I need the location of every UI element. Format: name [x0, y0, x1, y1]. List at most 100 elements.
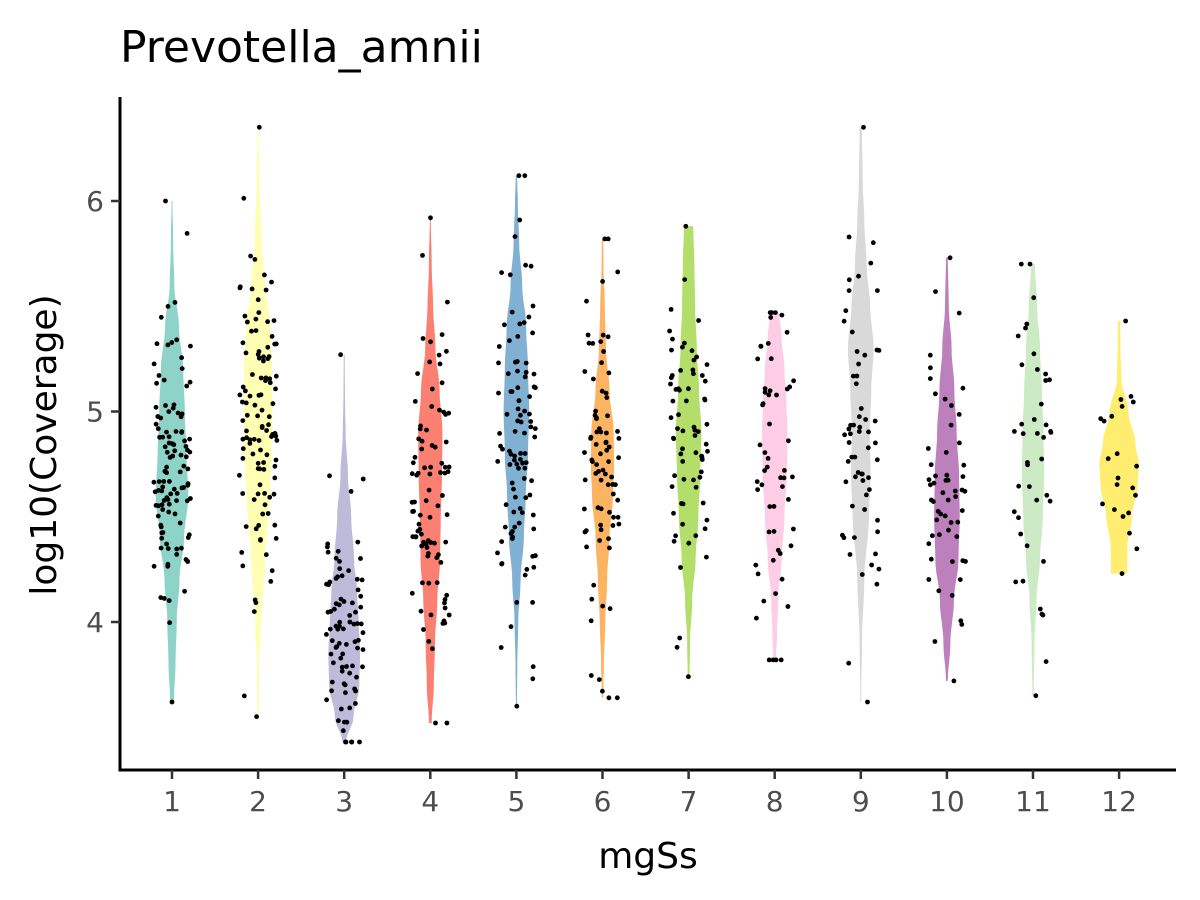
- x-tick-label: 11: [1015, 785, 1051, 818]
- data-point: [179, 430, 185, 435]
- data-point: [600, 332, 606, 338]
- data-point: [598, 429, 604, 435]
- data-point: [360, 630, 366, 636]
- data-point: [353, 701, 358, 706]
- data-point: [440, 493, 445, 498]
- data-point: [670, 398, 676, 404]
- data-point: [1100, 501, 1105, 507]
- data-point: [523, 360, 529, 366]
- data-point: [512, 429, 518, 434]
- data-point: [247, 393, 253, 399]
- data-point: [496, 390, 501, 396]
- data-point: [332, 606, 337, 612]
- data-point: [704, 362, 710, 367]
- data-point: [409, 590, 415, 596]
- violin-11: [1021, 264, 1045, 696]
- data-point: [337, 566, 343, 572]
- data-point: [1133, 492, 1138, 498]
- data-point: [1018, 261, 1024, 267]
- data-point: [604, 430, 609, 436]
- data-point: [600, 603, 606, 609]
- data-point: [766, 529, 772, 535]
- data-point: [443, 539, 449, 545]
- data-point: [267, 376, 273, 382]
- x-tick-label: 10: [929, 785, 965, 818]
- data-point: [436, 552, 441, 558]
- data-point: [256, 438, 262, 443]
- data-point: [158, 524, 164, 530]
- data-point: [849, 454, 855, 460]
- data-point: [264, 428, 269, 433]
- data-point: [437, 407, 442, 413]
- data-point: [588, 618, 594, 624]
- data-point: [508, 451, 514, 457]
- data-point: [265, 511, 271, 516]
- data-point: [263, 287, 269, 293]
- data-point: [178, 414, 184, 420]
- data-point: [267, 380, 273, 386]
- data-point: [686, 386, 691, 392]
- data-point: [864, 492, 869, 498]
- data-point: [337, 559, 342, 564]
- data-point: [521, 320, 527, 325]
- data-point: [433, 720, 438, 726]
- data-point: [360, 664, 365, 670]
- data-point: [179, 366, 185, 371]
- data-point: [256, 392, 262, 398]
- data-point: [1019, 362, 1025, 368]
- data-point: [754, 479, 760, 484]
- data-point: [597, 538, 602, 543]
- data-point: [269, 334, 275, 339]
- data-point: [867, 487, 872, 492]
- data-point: [610, 482, 616, 487]
- data-point: [510, 534, 515, 540]
- data-point: [1016, 483, 1022, 489]
- data-point: [504, 411, 510, 417]
- data-point: [347, 670, 353, 676]
- data-point: [590, 341, 596, 346]
- data-point: [598, 527, 604, 533]
- data-point: [154, 380, 160, 386]
- data-point: [515, 334, 521, 339]
- data-point: [427, 514, 433, 520]
- data-point: [843, 308, 849, 314]
- data-point: [695, 429, 701, 434]
- data-point: [676, 386, 681, 392]
- data-point: [174, 546, 180, 552]
- data-point: [244, 428, 249, 434]
- data-point: [350, 600, 355, 606]
- data-point: [516, 520, 522, 526]
- data-point: [1013, 579, 1019, 585]
- data-point: [259, 425, 265, 430]
- data-point: [413, 534, 419, 540]
- data-point: [240, 563, 246, 569]
- data-point: [273, 373, 279, 379]
- data-point: [324, 581, 329, 587]
- data-point: [693, 450, 699, 456]
- data-point: [606, 695, 612, 701]
- data-point: [850, 373, 856, 379]
- data-point: [507, 338, 512, 343]
- y-axis-ticks: 4 5 6: [86, 185, 120, 639]
- data-point: [616, 436, 622, 441]
- data-point: [240, 384, 246, 390]
- data-point: [600, 467, 606, 473]
- data-point: [671, 436, 677, 442]
- data-point: [773, 310, 778, 315]
- data-point: [517, 217, 523, 223]
- data-point: [418, 608, 424, 614]
- data-point: [164, 464, 170, 470]
- data-point: [522, 173, 528, 179]
- data-point: [1020, 578, 1026, 584]
- data-point: [584, 298, 589, 304]
- data-point: [252, 257, 258, 262]
- data-point: [595, 505, 601, 511]
- data-point: [589, 596, 595, 602]
- data-point: [945, 477, 951, 483]
- data-point: [428, 339, 433, 345]
- data-point: [420, 253, 425, 258]
- data-point: [249, 328, 254, 334]
- data-point: [169, 699, 175, 705]
- data-point: [949, 593, 955, 598]
- data-point: [606, 444, 612, 450]
